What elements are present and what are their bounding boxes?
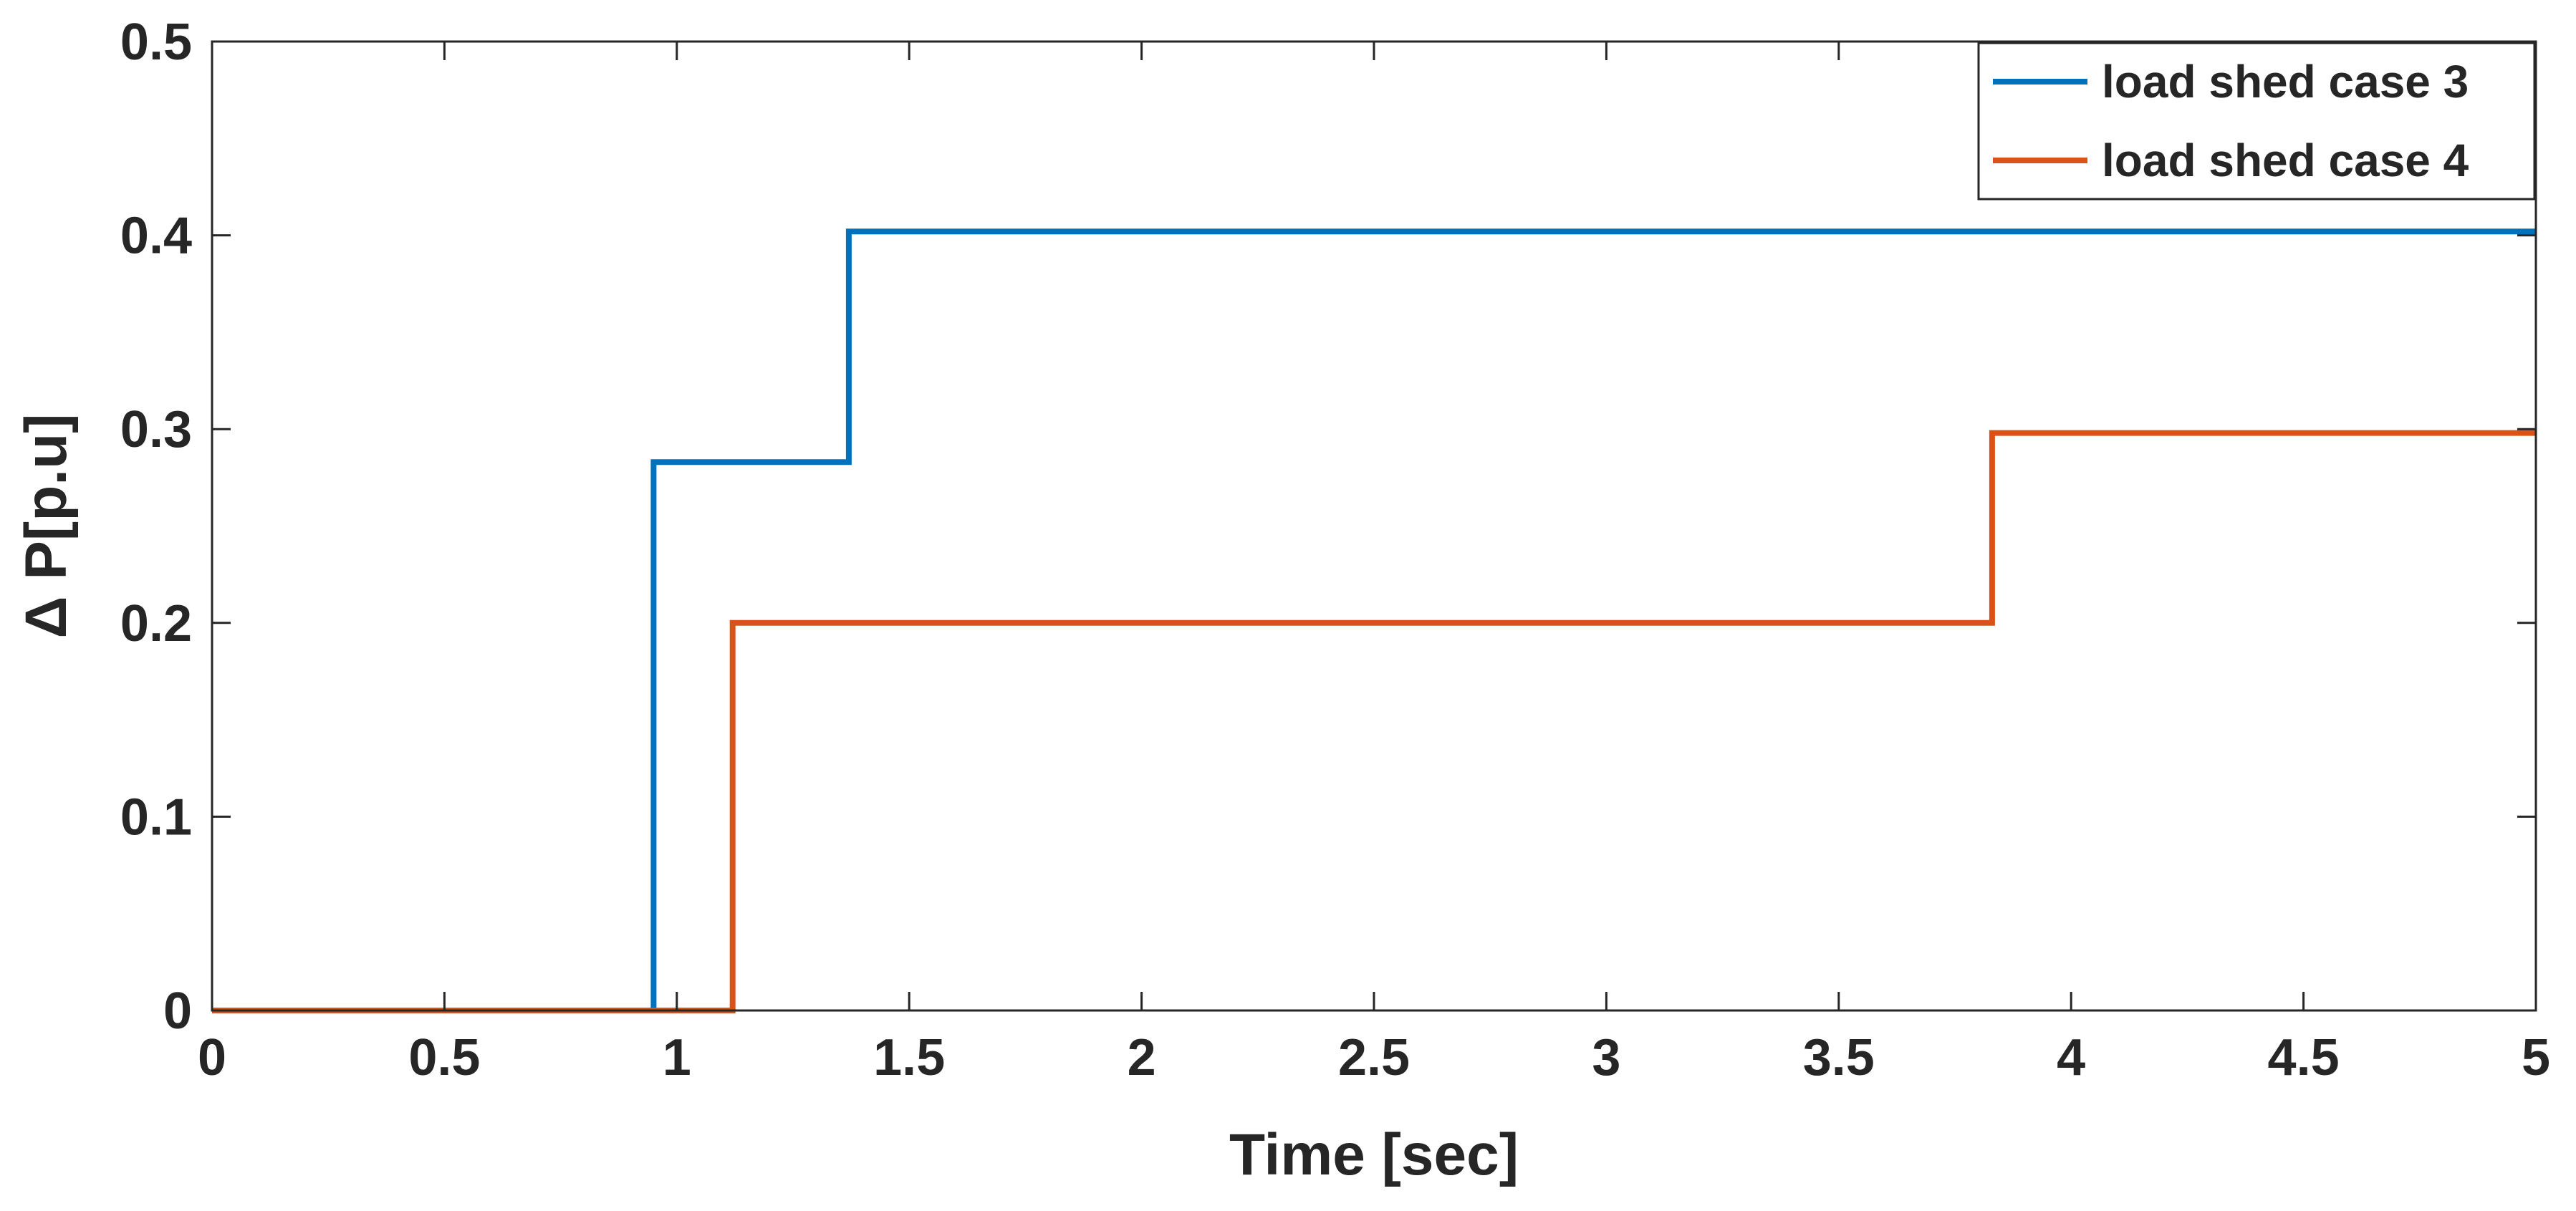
y-tick-label: 0	[163, 983, 192, 1040]
x-tick-label: 3	[1592, 1029, 1620, 1086]
x-tick-label: 1.5	[873, 1029, 945, 1086]
legend-label-1: load shed case 3	[2102, 56, 2469, 107]
y-axis-label: Δ P[p.u]	[14, 414, 79, 639]
legend: load shed case 3 load shed case 4	[1977, 42, 2536, 201]
x-tick-label: 5	[2522, 1029, 2550, 1086]
y-tick-label: 0.1	[120, 788, 192, 846]
x-tick-label: 0.5	[408, 1029, 480, 1086]
plot-background	[212, 42, 2536, 1010]
legend-box	[1977, 42, 2536, 201]
x-tick-label: 4	[2057, 1029, 2085, 1086]
x-tick-label: 1	[663, 1029, 691, 1086]
x-tick-label: 2	[1128, 1029, 1156, 1086]
y-tick-label: 0.2	[120, 595, 192, 652]
y-tick-label: 0.3	[120, 401, 192, 458]
x-axis-label: Time [sec]	[1229, 1122, 1519, 1187]
legend-label-2: load shed case 4	[2102, 135, 2469, 186]
x-tick-label: 4.5	[2268, 1029, 2340, 1086]
x-tick-label: 0	[198, 1029, 226, 1086]
y-tick-label: 0.5	[120, 14, 192, 71]
x-tick-label: 2.5	[1338, 1029, 1410, 1086]
ticks-layer: 0 0.5 1 1.5 2 2.5 3 3.5 4 4.5 5 0 0.1 0.2 0.3 0.4 0.5	[120, 14, 2550, 1086]
y-tick-label: 0.4	[120, 208, 192, 265]
x-tick-label: 3.5	[1803, 1029, 1875, 1086]
